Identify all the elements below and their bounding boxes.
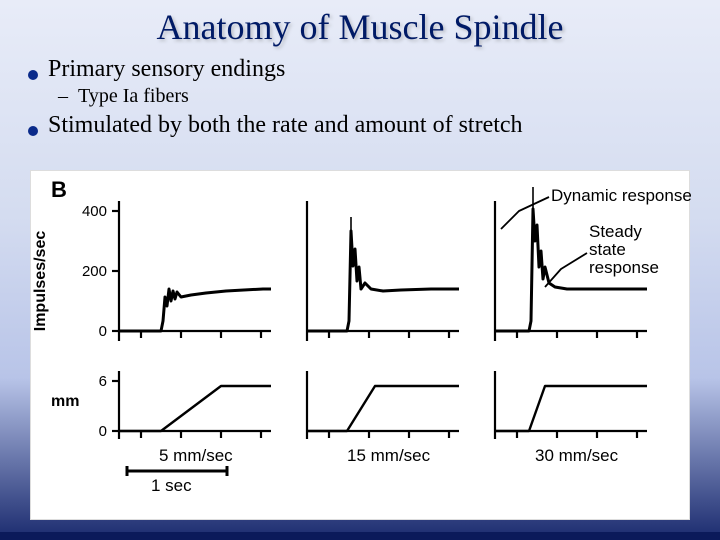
svg-text:400: 400 bbox=[82, 203, 107, 220]
bullet-stimulated: Stimulated by both the rate and amount o… bbox=[28, 112, 700, 139]
title-text: Anatomy of Muscle Spindle bbox=[157, 7, 564, 47]
svg-text:0: 0 bbox=[99, 323, 107, 340]
spindle-chart: B Impulses/sec 400 200 0 mm 6 0 1 sec 5 mm/sec 15 … bbox=[30, 170, 690, 520]
svg-text:mm: mm bbox=[51, 393, 79, 410]
bullet-sub: – Type Ia fibers bbox=[58, 85, 700, 108]
svg-text:0: 0 bbox=[99, 423, 107, 440]
svg-text:15 mm/sec: 15 mm/sec bbox=[347, 446, 431, 465]
bullet-stimulated-text: Stimulated by both the rate and amount o… bbox=[48, 112, 523, 139]
svg-text:B: B bbox=[51, 177, 67, 202]
svg-text:Dynamic response: Dynamic response bbox=[551, 186, 691, 205]
footer-bar bbox=[0, 532, 720, 540]
svg-text:response: response bbox=[589, 258, 659, 277]
bullet-sub-text: Type Ia fibers bbox=[78, 85, 189, 108]
bullet-dot-icon bbox=[28, 70, 38, 80]
svg-text:Steady: Steady bbox=[589, 222, 642, 241]
svg-text:5 mm/sec: 5 mm/sec bbox=[159, 446, 233, 465]
bullet-list: Primary sensory endings – Type Ia fibers… bbox=[0, 48, 720, 145]
bullet-primary-text: Primary sensory endings bbox=[48, 56, 285, 83]
svg-text:30 mm/sec: 30 mm/sec bbox=[535, 446, 619, 465]
svg-text:200: 200 bbox=[82, 263, 107, 280]
svg-text:1 sec: 1 sec bbox=[151, 476, 192, 495]
svg-text:6: 6 bbox=[99, 373, 107, 390]
svg-text:state: state bbox=[589, 240, 626, 259]
dash-icon: – bbox=[58, 85, 68, 108]
page-title: Anatomy of Muscle Spindle bbox=[0, 0, 720, 48]
svg-text:Impulses/sec: Impulses/sec bbox=[32, 231, 49, 332]
bullet-primary: Primary sensory endings bbox=[28, 56, 700, 83]
bullet-dot-icon bbox=[28, 126, 38, 136]
